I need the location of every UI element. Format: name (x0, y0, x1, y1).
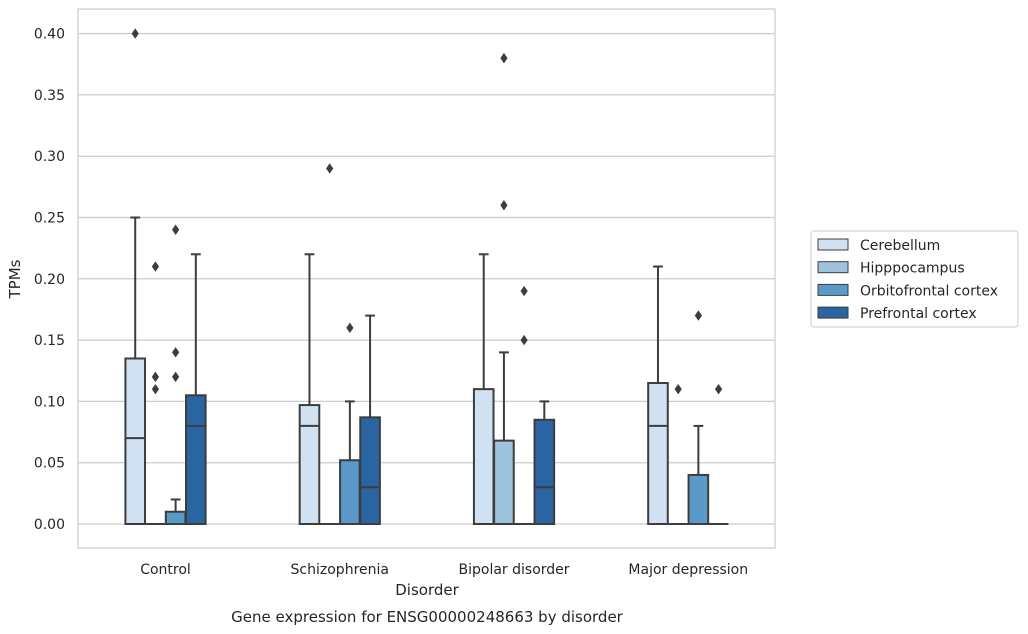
box-body (339, 459, 361, 525)
y-tick-label: 0.25 (34, 211, 65, 227)
outlier-point (172, 347, 180, 358)
box-orbitofrontal-cortex (339, 322, 361, 525)
legend-swatch (817, 306, 849, 319)
legend: Cerebellum Hipppocampus Orbitofrontal cort… (810, 230, 1019, 328)
chart-caption: Gene expression for ENSG00000248663 by d… (231, 608, 624, 626)
box-cerebellum (124, 28, 147, 525)
box-hipppocampus (493, 52, 515, 525)
y-axis-label: TPMs (6, 259, 24, 299)
legend-swatch (817, 283, 849, 296)
box-series (124, 28, 729, 526)
outlier-point (500, 52, 508, 64)
legend-label: Hipppocampus (860, 261, 965, 277)
box-orbitofrontal-cortex (687, 310, 710, 525)
box-cerebellum (298, 253, 321, 525)
x-tick-label: Bipolar disorder (459, 562, 570, 578)
outlier-point (151, 383, 160, 395)
legend-swatch (817, 261, 849, 274)
x-tick-label: Control (140, 562, 191, 578)
y-tick-label: 0.30 (34, 149, 65, 165)
box-body (647, 382, 669, 526)
box-prefrontal-cortex (708, 383, 729, 525)
box-hipppocampus (319, 163, 340, 525)
outlier-point (714, 383, 723, 395)
y-tick-label: 0.10 (34, 394, 65, 410)
legend-frame (810, 230, 1019, 328)
box-orbitofrontal-cortex (164, 224, 187, 525)
box-body (493, 439, 515, 525)
box-prefrontal-cortex (185, 253, 207, 525)
box-orbitofrontal-cortex (514, 285, 534, 525)
y-tick-label: 0.40 (34, 27, 65, 43)
legend-label: Orbitofrontal cortex (860, 283, 998, 299)
outlier-point (346, 322, 354, 334)
box-body (185, 394, 207, 525)
legend-label: Prefrontal cortex (860, 306, 977, 322)
outlier-point (326, 163, 334, 174)
outlier-point (172, 371, 180, 383)
box-prefrontal-cortex (533, 400, 556, 526)
x-tick-label: Major depression (628, 562, 748, 578)
outlier-point (151, 371, 160, 383)
box-body (533, 418, 556, 526)
box-hipppocampus (145, 261, 166, 525)
box-cerebellum (472, 253, 495, 526)
outlier-point (172, 224, 180, 235)
box-body (359, 416, 381, 526)
box-body (687, 473, 710, 525)
box-cerebellum (647, 265, 669, 526)
y-axis-ticks: 0.00 0.05 0.10 0.15 0.20 0.25 0.30 0.35 0.40 (34, 27, 65, 533)
x-tick-label: Schizophrenia (291, 562, 389, 578)
outlier-point (520, 285, 528, 297)
legend-label: Cerebellum (860, 238, 940, 254)
plot-area (77, 8, 776, 549)
outlier-point (694, 310, 702, 321)
box-prefrontal-cortex (359, 314, 381, 526)
outlier-point (131, 28, 139, 39)
y-tick-label: 0.15 (34, 333, 65, 349)
x-axis-ticks: Control Schizophrenia Bipolar disorder Majo… (140, 562, 748, 578)
legend-swatch (817, 238, 849, 251)
y-tick-label: 0.05 (34, 456, 65, 472)
outlier-point (500, 200, 508, 211)
box-body (298, 404, 321, 525)
x-axis-label: Disorder (395, 581, 459, 599)
outlier-point (151, 261, 160, 272)
grid-lines (78, 32, 775, 525)
box-body (472, 388, 495, 526)
outlier-point (520, 334, 528, 346)
outlier-point (674, 383, 682, 395)
box-body (124, 357, 147, 525)
box-hipppocampus (668, 383, 688, 525)
y-tick-label: 0.35 (34, 88, 65, 104)
box-body (164, 510, 187, 525)
y-tick-label: 0.00 (34, 517, 65, 533)
y-tick-label: 0.20 (34, 272, 65, 288)
